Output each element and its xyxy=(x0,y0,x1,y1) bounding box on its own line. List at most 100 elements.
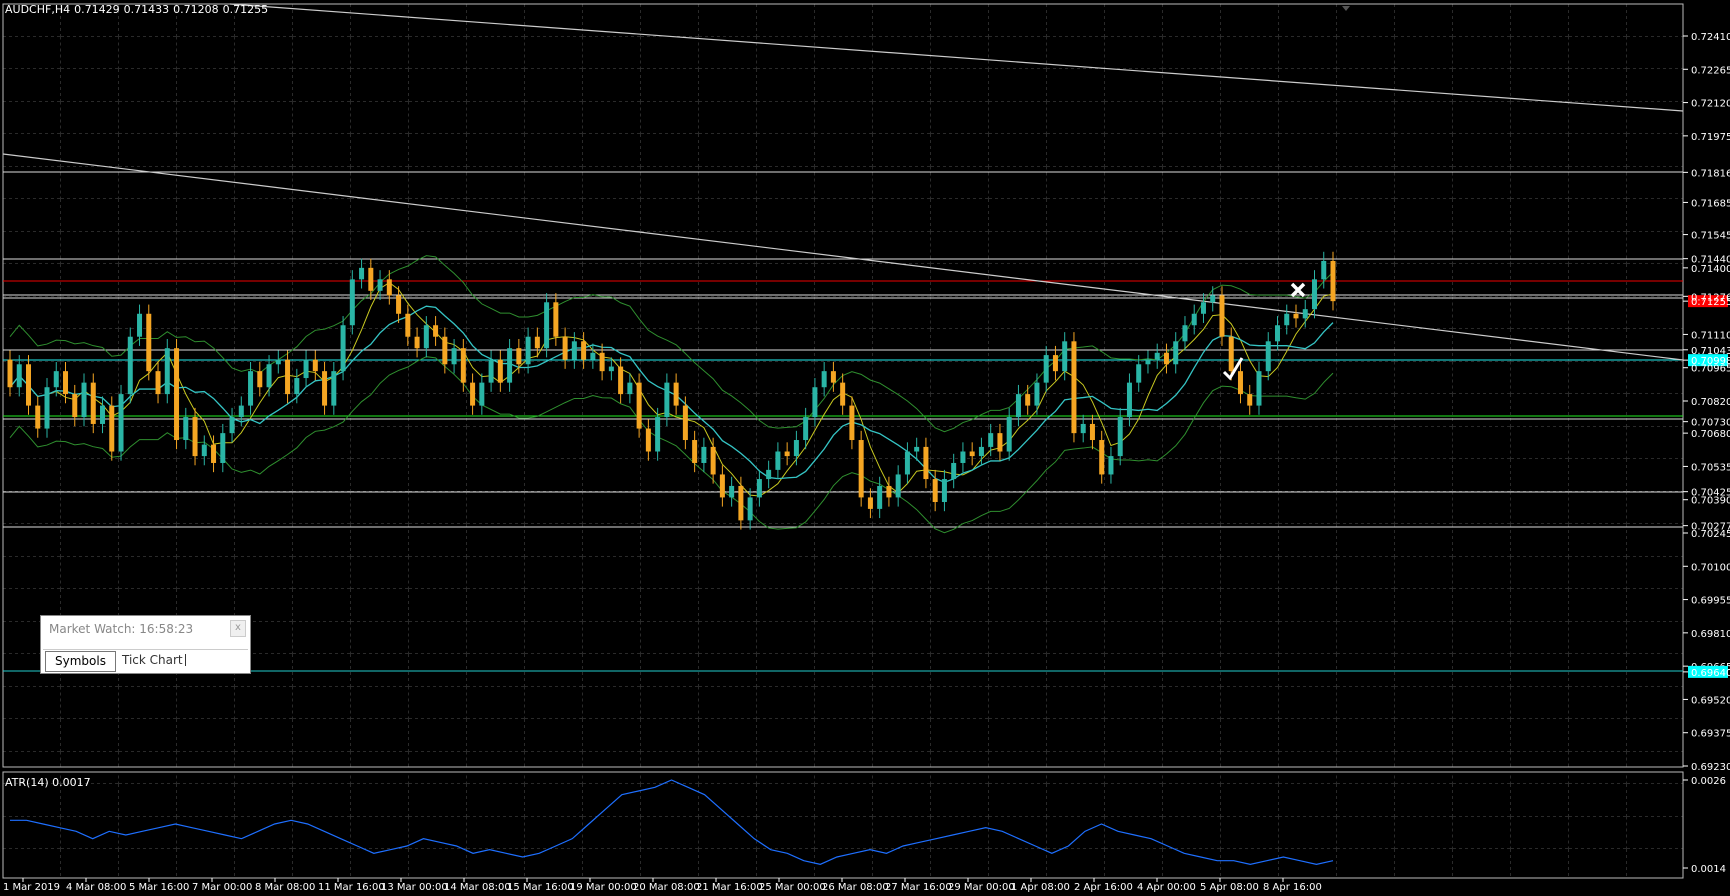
bull-candle[interactable] xyxy=(978,446,984,457)
bull-candle[interactable] xyxy=(1006,417,1012,452)
bull-candle[interactable] xyxy=(423,325,429,349)
bull-candle[interactable] xyxy=(729,485,735,498)
bear-candle[interactable] xyxy=(969,451,975,457)
bear-candle[interactable] xyxy=(830,371,836,383)
bear-candle[interactable] xyxy=(174,348,180,441)
bear-candle[interactable] xyxy=(1071,341,1077,434)
bull-candle[interactable] xyxy=(1126,382,1132,418)
bull-candle[interactable] xyxy=(895,474,901,498)
bull-candle[interactable] xyxy=(766,469,772,480)
bear-candle[interactable] xyxy=(1330,260,1336,302)
bear-candle[interactable] xyxy=(1099,440,1105,475)
bear-candle[interactable] xyxy=(1219,295,1225,337)
bull-candle[interactable] xyxy=(525,336,531,365)
trend-lines[interactable] xyxy=(2,3,1684,361)
bear-candle[interactable] xyxy=(858,440,864,498)
bull-candle[interactable] xyxy=(275,359,281,365)
bear-candle[interactable] xyxy=(1089,423,1095,441)
bear-candle[interactable] xyxy=(562,336,568,360)
bear-candle[interactable] xyxy=(497,359,503,383)
bull-candle[interactable] xyxy=(1302,309,1308,319)
bull-candle[interactable] xyxy=(1015,394,1021,418)
bull-candle[interactable] xyxy=(1154,352,1160,360)
bull-candle[interactable] xyxy=(1080,423,1086,434)
bull-candle[interactable] xyxy=(507,348,513,383)
bear-candle[interactable] xyxy=(368,267,374,291)
bear-candle[interactable] xyxy=(35,405,41,429)
bear-candle[interactable] xyxy=(840,382,846,406)
bull-candle[interactable] xyxy=(701,446,707,463)
bull-candle[interactable] xyxy=(747,497,753,521)
bear-candle[interactable] xyxy=(63,371,69,395)
bear-candle[interactable] xyxy=(636,382,642,429)
bear-candle[interactable] xyxy=(784,451,790,457)
tab-symbols[interactable]: Symbols xyxy=(45,651,116,672)
bull-candle[interactable] xyxy=(137,313,143,337)
bull-candle[interactable] xyxy=(340,325,346,372)
bull-candle[interactable] xyxy=(793,440,799,457)
bear-candle[interactable] xyxy=(109,405,115,452)
bear-candle[interactable] xyxy=(618,366,624,395)
bear-candle[interactable] xyxy=(553,302,559,337)
bull-candle[interactable] xyxy=(590,352,596,360)
bull-candle[interactable] xyxy=(294,378,300,395)
bear-candle[interactable] xyxy=(1025,394,1031,406)
bear-candle[interactable] xyxy=(405,313,411,337)
bear-candle[interactable] xyxy=(867,497,873,509)
bear-candle[interactable] xyxy=(386,279,392,296)
tab-tick-chart[interactable]: Tick Chart xyxy=(122,653,183,667)
bear-candle[interactable] xyxy=(1293,313,1299,319)
bull-candle[interactable] xyxy=(164,348,170,395)
bull-candle[interactable] xyxy=(118,394,124,452)
bull-candle[interactable] xyxy=(544,302,550,349)
bear-candle[interactable] xyxy=(192,417,198,457)
bull-candle[interactable] xyxy=(756,479,762,498)
bear-candle[interactable] xyxy=(146,313,152,372)
bull-candle[interactable] xyxy=(1284,313,1290,326)
bull-candle[interactable] xyxy=(238,405,244,418)
bear-candle[interactable] xyxy=(1247,394,1253,406)
bull-candle[interactable] xyxy=(303,359,309,379)
bull-candle[interactable] xyxy=(904,451,910,475)
bull-candle[interactable] xyxy=(220,433,226,463)
bull-candle[interactable] xyxy=(1200,302,1206,314)
horizontal-levels[interactable] xyxy=(3,171,1683,672)
bear-candle[interactable] xyxy=(581,341,587,360)
bull-candle[interactable] xyxy=(16,364,22,388)
bear-candle[interactable] xyxy=(849,405,855,441)
bull-candle[interactable] xyxy=(1256,371,1262,406)
close-icon[interactable]: x xyxy=(230,620,246,637)
market-watch-panel[interactable]: Market Watch: 16:58:23 x Symbols Tick Ch… xyxy=(40,615,251,674)
bull-candle[interactable] xyxy=(1117,417,1123,457)
bull-candle[interactable] xyxy=(488,359,494,383)
bear-candle[interactable] xyxy=(433,325,439,337)
bear-candle[interactable] xyxy=(645,428,651,452)
bull-candle[interactable] xyxy=(81,382,87,418)
bull-candle[interactable] xyxy=(775,451,781,470)
bear-candle[interactable] xyxy=(470,382,476,406)
bull-candle[interactable] xyxy=(1043,355,1049,383)
bull-candle[interactable] xyxy=(803,417,809,441)
bear-candle[interactable] xyxy=(90,382,96,424)
bull-candle[interactable] xyxy=(266,364,272,388)
bull-candle[interactable] xyxy=(914,446,920,452)
bull-candle[interactable] xyxy=(1191,313,1197,326)
bull-candle[interactable] xyxy=(479,382,485,406)
bear-candle[interactable] xyxy=(26,364,32,406)
bull-candle[interactable] xyxy=(877,485,883,509)
bear-candle[interactable] xyxy=(719,474,725,498)
bull-candle[interactable] xyxy=(941,479,947,503)
bear-candle[interactable] xyxy=(710,446,716,475)
bull-candle[interactable] xyxy=(1173,341,1179,365)
bull-candle[interactable] xyxy=(1108,456,1114,475)
bull-candle[interactable] xyxy=(229,417,235,434)
bull-candle[interactable] xyxy=(201,444,207,457)
bear-candle[interactable] xyxy=(738,485,744,521)
bull-candle[interactable] xyxy=(664,382,670,418)
bull-candle[interactable] xyxy=(331,371,337,406)
bull-candle[interactable] xyxy=(44,387,50,429)
bear-candle[interactable] xyxy=(599,352,605,372)
bull-candle[interactable] xyxy=(655,417,661,452)
bull-candle[interactable] xyxy=(359,267,365,280)
